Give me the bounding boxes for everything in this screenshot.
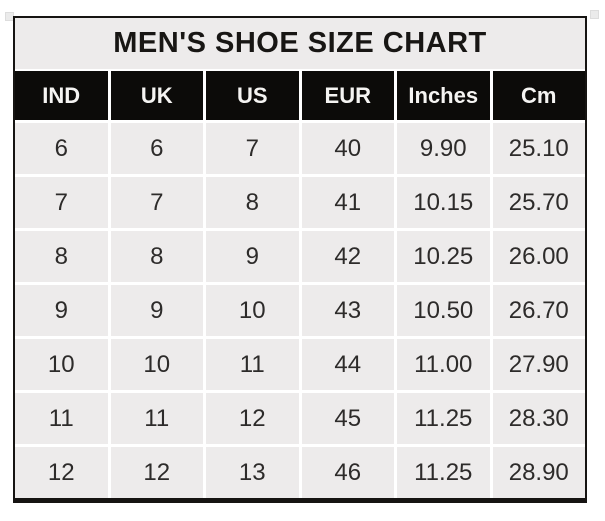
resize-handle-artifact [590,10,599,19]
cell-cm-row5: 27.90 [492,339,585,390]
cell-inches-row3: 10.25 [397,231,490,282]
cell-ind-row6: 11 [15,393,108,444]
chart-title: MEN'S SHOE SIZE CHART [15,18,585,69]
cell-ind-row3: 8 [15,231,108,282]
header-cell-uk: UK [110,71,203,120]
header-cell-cm: Cm [492,71,585,120]
cell-cm-row4: 26.70 [492,285,585,336]
cell-cm-row2: 25.70 [492,177,585,228]
header-cell-inches: Inches [397,71,490,120]
table-body: 6 6 7 40 9.90 25.10 7 7 8 41 10.15 25.70 8 8 9 42 10.25 2… [15,123,585,498]
cell-eur-row3: 42 [301,231,394,282]
cell-inches-row7: 11.25 [397,447,490,498]
cell-eur-row2: 41 [301,177,394,228]
cell-us-row6: 12 [206,393,299,444]
cell-uk-row7: 12 [110,447,203,498]
cell-uk-row4: 9 [110,285,203,336]
cell-uk-row6: 11 [110,393,203,444]
header-cell-ind: IND [15,71,108,120]
cell-ind-row4: 9 [15,285,108,336]
cell-ind-row5: 10 [15,339,108,390]
cell-eur-row4: 43 [301,285,394,336]
cell-ind-row2: 7 [15,177,108,228]
cell-us-row4: 10 [206,285,299,336]
cell-uk-row3: 8 [110,231,203,282]
cell-ind-row7: 12 [15,447,108,498]
cell-cm-row6: 28.30 [492,393,585,444]
table-header-row: IND UK US EUR Inches Cm [15,71,585,120]
cell-inches-row1: 9.90 [397,123,490,174]
cell-inches-row4: 10.50 [397,285,490,336]
cell-eur-row7: 46 [301,447,394,498]
cell-cm-row1: 25.10 [492,123,585,174]
cell-uk-row2: 7 [110,177,203,228]
cell-ind-row1: 6 [15,123,108,174]
header-cell-us: US [206,71,299,120]
cell-us-row3: 9 [206,231,299,282]
cell-cm-row7: 28.90 [492,447,585,498]
header-cell-eur: EUR [301,71,394,120]
cell-us-row5: 11 [206,339,299,390]
cell-us-row1: 7 [206,123,299,174]
cell-inches-row6: 11.25 [397,393,490,444]
cell-inches-row5: 11.00 [397,339,490,390]
cell-uk-row5: 10 [110,339,203,390]
cell-us-row2: 8 [206,177,299,228]
cell-uk-row1: 6 [110,123,203,174]
cell-eur-row5: 44 [301,339,394,390]
cell-eur-row1: 40 [301,123,394,174]
cell-cm-row3: 26.00 [492,231,585,282]
shoe-size-chart: MEN'S SHOE SIZE CHART IND UK US EUR Inches Cm… [13,16,587,503]
cell-us-row7: 13 [206,447,299,498]
cell-inches-row2: 10.15 [397,177,490,228]
cell-eur-row6: 45 [301,393,394,444]
